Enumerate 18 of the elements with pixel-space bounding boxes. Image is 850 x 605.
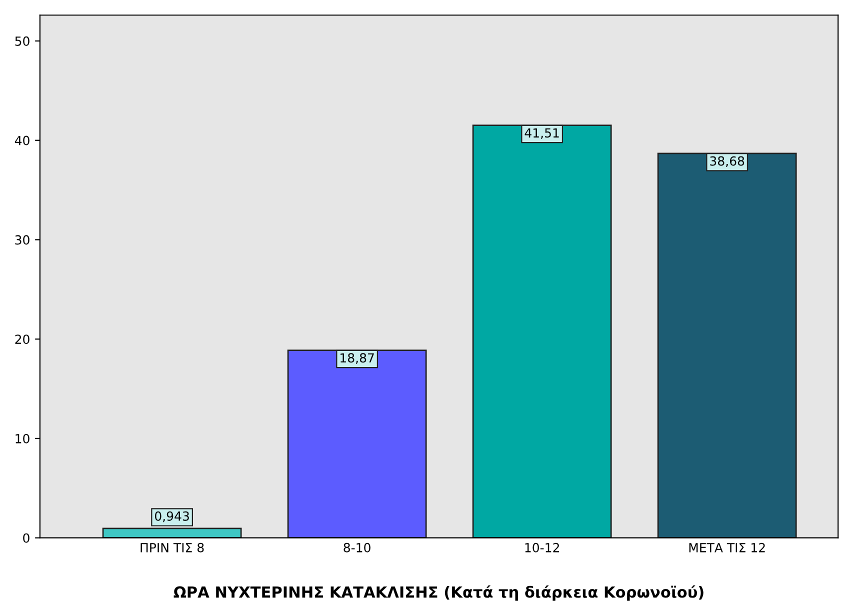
x-tick-label: 8-10 (344, 542, 370, 552)
y-tick-label: 40 (14, 136, 30, 146)
data-label: 38,68 (710, 156, 744, 168)
data-label: 0,943 (154, 511, 189, 522)
bar (287, 350, 427, 538)
y-tick-label: 0 (23, 533, 30, 543)
y-tick-label: 50 (15, 36, 30, 46)
bar (472, 124, 612, 538)
x-tick-label: ΜΕΤΑ ΤΙΣ 12 (689, 542, 765, 552)
y-tick-label: 30 (15, 235, 30, 245)
x-tick-label: 10-12 (525, 542, 559, 552)
y-tick-label: 10 (16, 434, 30, 444)
data-label: 18,87 (340, 353, 374, 364)
data-label: 41,51 (524, 128, 559, 139)
x-axis-title: ΩΡΑ ΝΥΧΤΕΡΙΝΗΣ ΚΑΤΑΚΛΙΣΗΣ (Κατά τη διάρκεια Κορωνοϊού) (174, 585, 704, 601)
bar (657, 152, 797, 538)
x-tick-label: ΠΡΙΝ ΤΙΣ 8 (140, 542, 204, 552)
y-tick-label: 20 (15, 334, 30, 344)
